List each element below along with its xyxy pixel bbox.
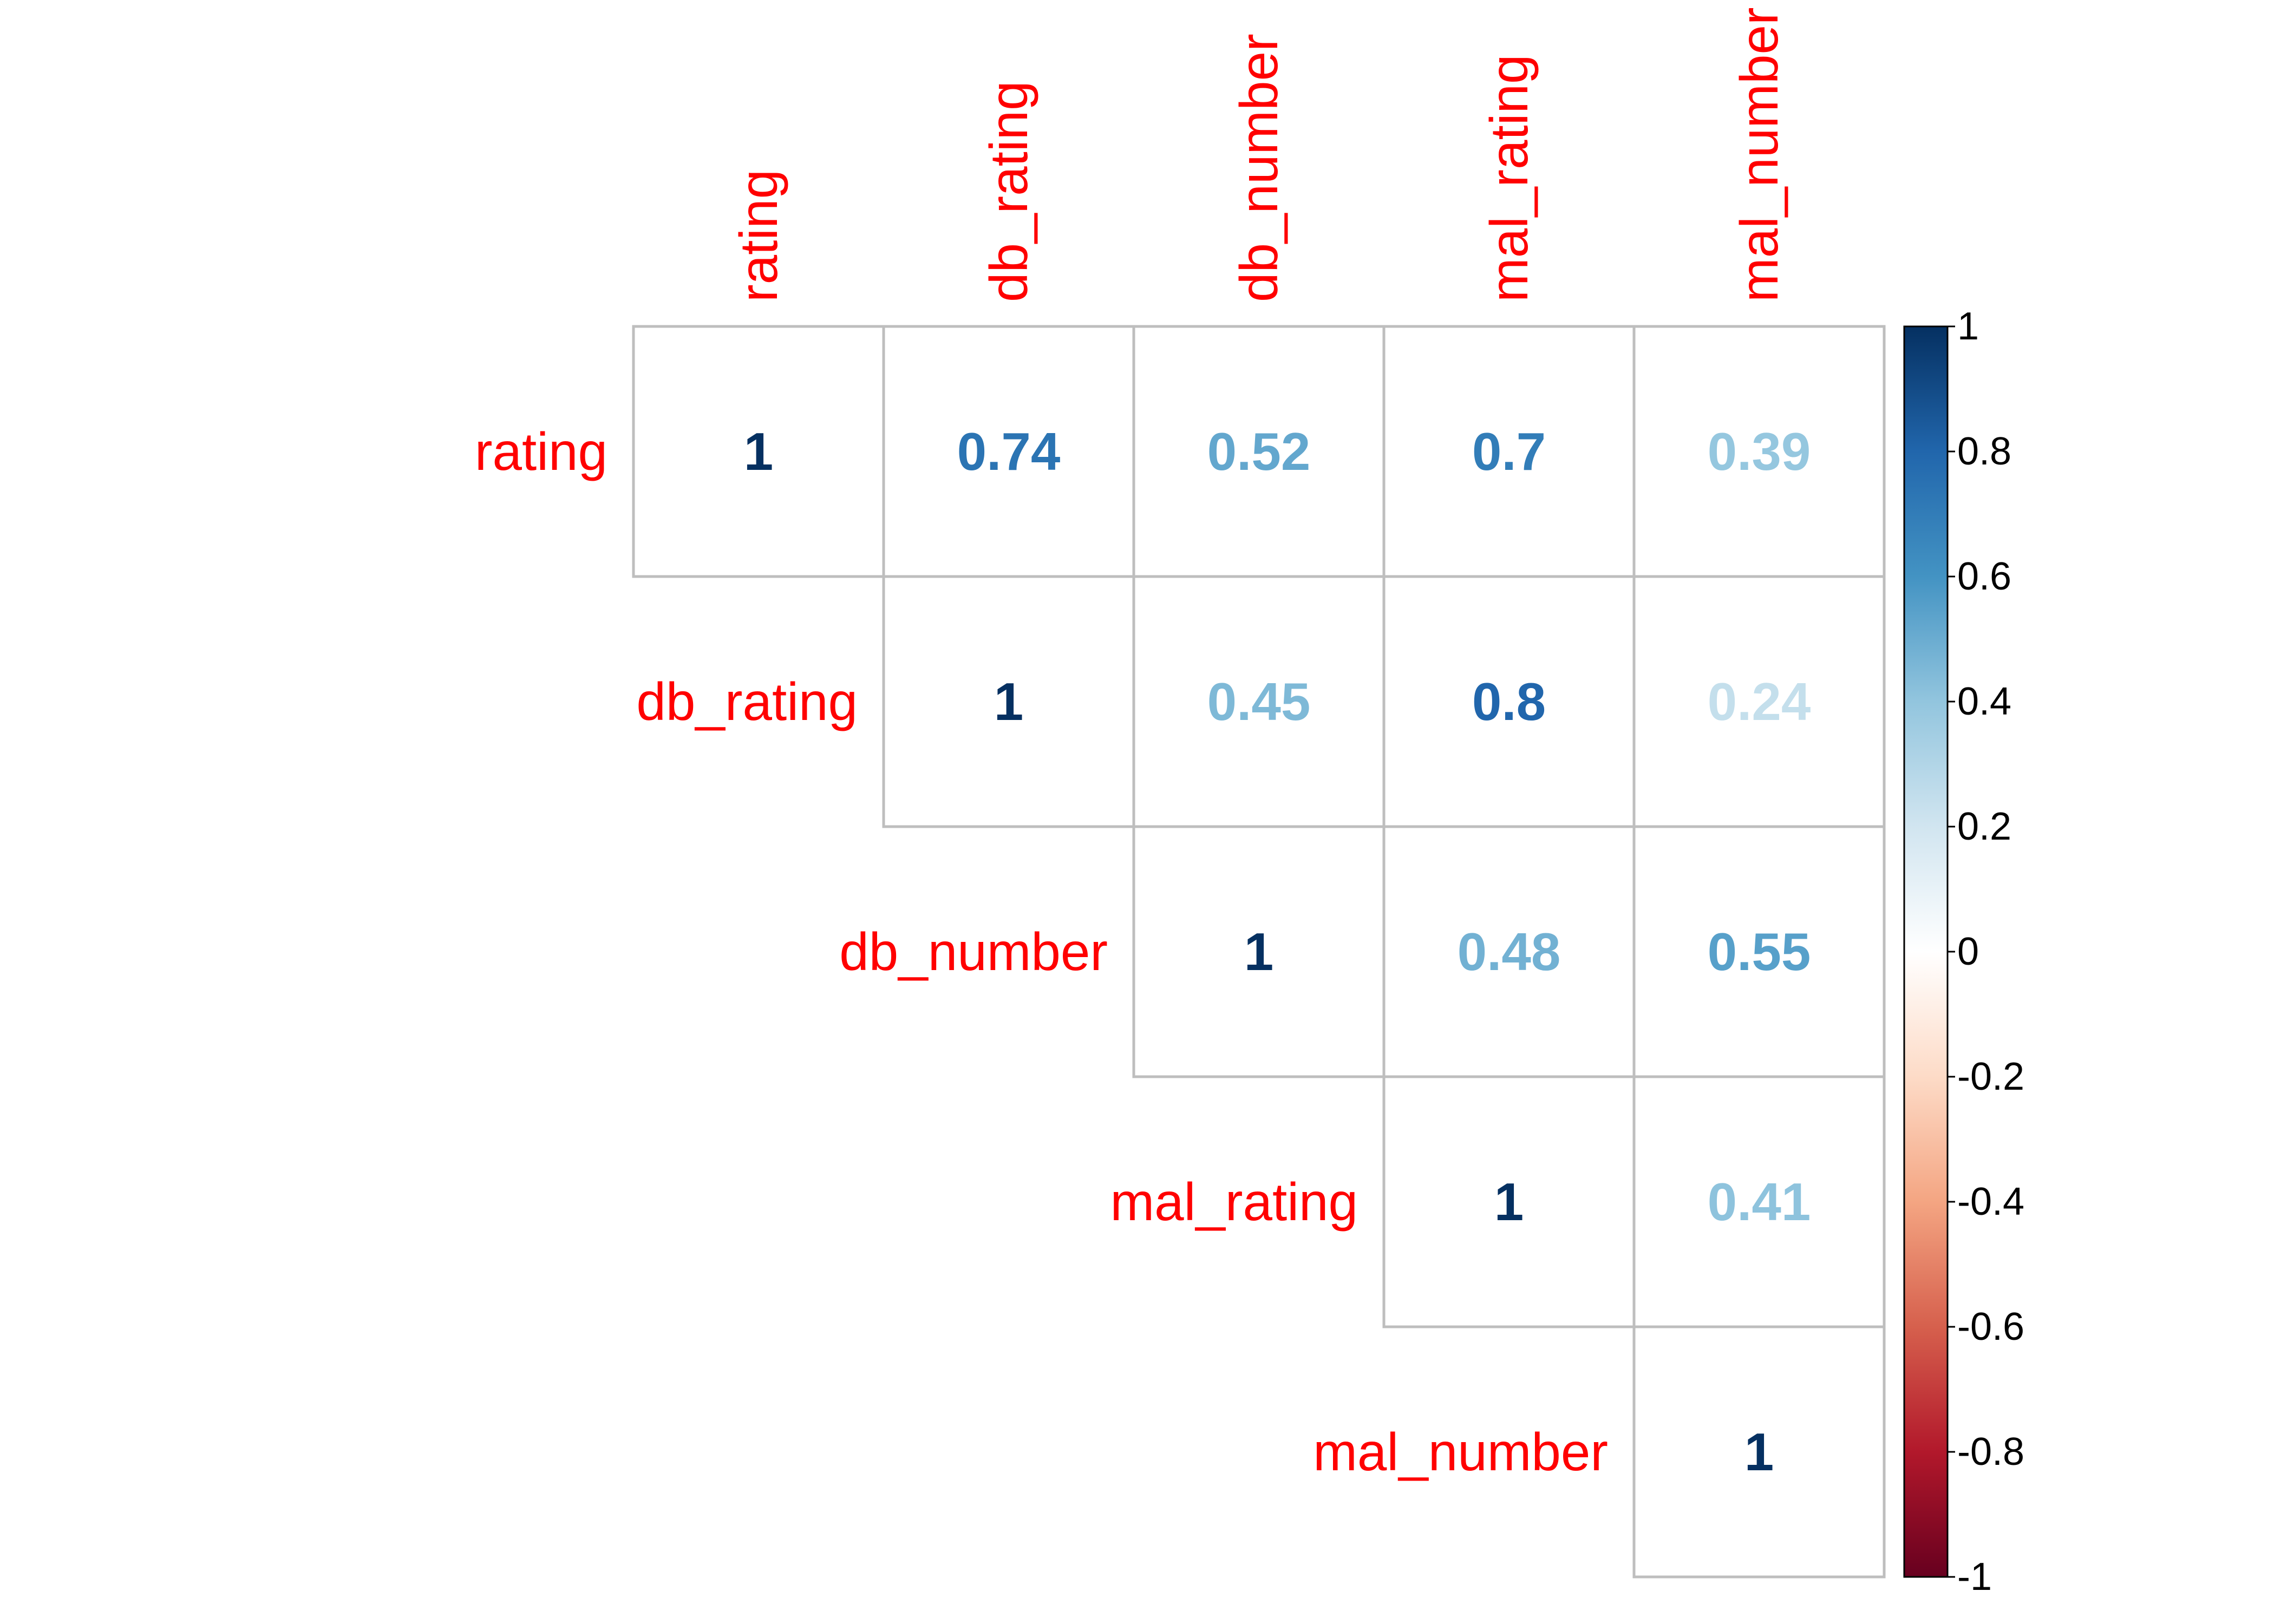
cell-value: 1	[1744, 1422, 1774, 1482]
grid-cell	[1632, 1325, 1886, 1579]
row-label: mal_rating	[1110, 1172, 1358, 1232]
cell-value: 0.39	[1708, 422, 1811, 481]
cell-value: 1	[994, 672, 1024, 731]
cell-values: 1 0.74 0.52 0.7 0.39 1 0.45 0.8 0.24 1 0.48 0.55 1 0.…	[744, 422, 1811, 1482]
column-label: mal_number	[1729, 7, 1789, 302]
colorbar-tick-label: -1	[1957, 1555, 1992, 1599]
column-label: db_number	[1229, 34, 1289, 302]
colorbar-tick-label: -0.4	[1957, 1180, 2024, 1223]
column-label: rating	[729, 169, 788, 302]
colorbar-tick-label: 0.6	[1957, 555, 2011, 598]
colorbar-tick-label: -0.8	[1957, 1430, 2024, 1474]
row-label: rating	[475, 422, 607, 481]
cell-value: 1	[1494, 1172, 1524, 1232]
row-label: db_rating	[636, 672, 858, 731]
colorbar-tick-label: -0.2	[1957, 1055, 2024, 1098]
row-label: mal_number	[1313, 1422, 1608, 1482]
colorbar-tick-label: 0.4	[1957, 680, 2011, 723]
colorbar-tick-label: -0.6	[1957, 1305, 2024, 1348]
colorbar-gradient	[1904, 326, 1948, 1577]
colorbar-tick-label: 0.8	[1957, 430, 2011, 473]
grid-layer	[632, 325, 1886, 1579]
cell-value: 0.55	[1708, 922, 1811, 981]
colorbar-tick-label: 1	[1957, 305, 1979, 348]
cell-value: 0.24	[1708, 672, 1811, 731]
column-label: db_rating	[979, 81, 1038, 302]
row-labels: rating db_rating db_number mal_rating mal_nu…	[475, 422, 1608, 1482]
cell-value: 0.8	[1472, 672, 1546, 731]
cell-value: 0.52	[1207, 422, 1311, 481]
column-label: mal_rating	[1479, 54, 1539, 302]
colorbar-tick-label: 0.2	[1957, 805, 2011, 848]
colorbar: 1 0.8 0.6 0.4 0.2 0 -0.2 -0.4 -0.6 -0.8 -1	[1903, 305, 2024, 1599]
cell-value: 0.74	[957, 422, 1061, 481]
cell-value: 0.41	[1708, 1172, 1811, 1232]
cell-value: 1	[1244, 922, 1274, 981]
row-label: db_number	[839, 922, 1108, 981]
cell-value: 0.7	[1472, 422, 1546, 481]
colorbar-tick-label: 0	[1957, 930, 1979, 973]
cell-value: 0.45	[1207, 672, 1311, 731]
cell-value: 0.48	[1458, 922, 1561, 981]
cell-value: 1	[744, 422, 774, 481]
column-labels: rating db_rating db_number mal_rating mal_nu…	[729, 7, 1789, 302]
